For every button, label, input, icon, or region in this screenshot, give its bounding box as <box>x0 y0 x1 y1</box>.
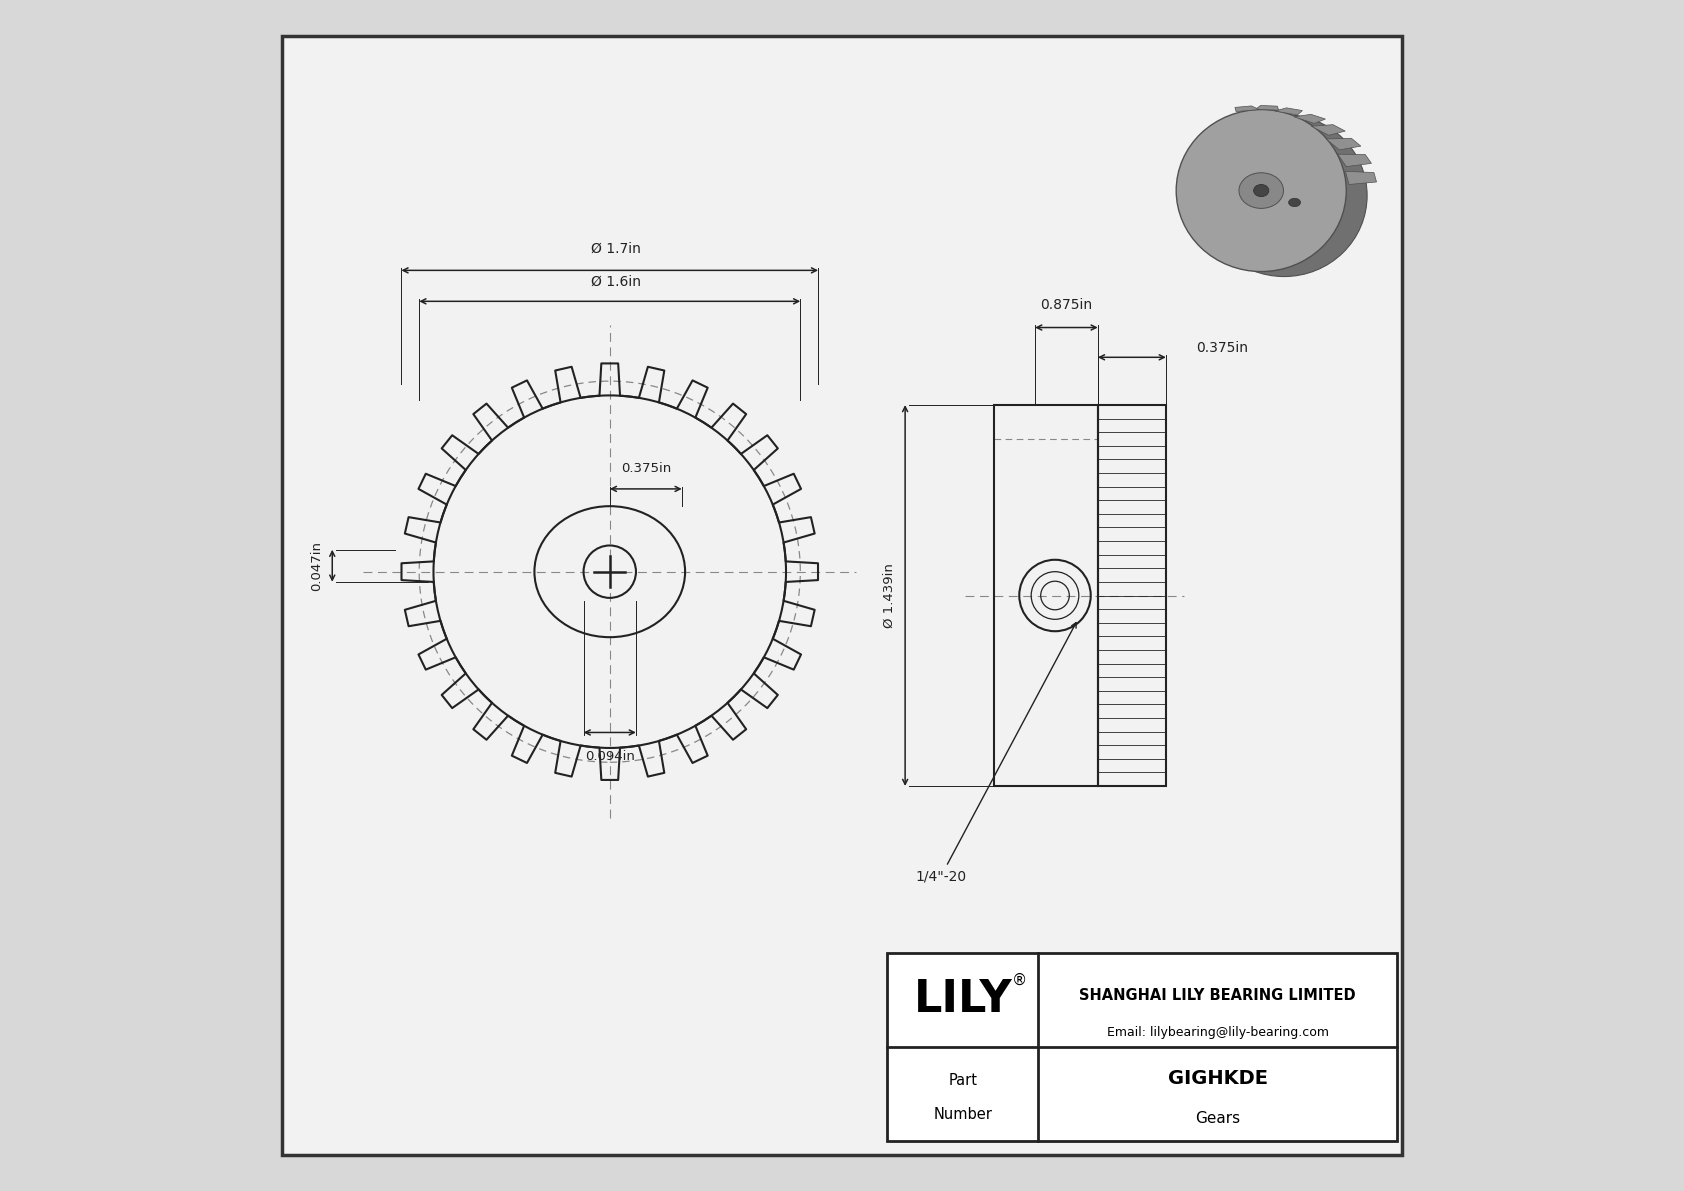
Polygon shape <box>1346 172 1376 185</box>
Polygon shape <box>1293 114 1325 124</box>
Polygon shape <box>1234 106 1260 112</box>
Polygon shape <box>1337 154 1371 167</box>
Text: 0.094in: 0.094in <box>584 750 635 763</box>
Ellipse shape <box>1175 110 1346 272</box>
Bar <box>995 405 1098 786</box>
Ellipse shape <box>1239 173 1283 208</box>
Text: Part: Part <box>948 1073 977 1089</box>
Text: Email: lilybearing@lily-bearing.com: Email: lilybearing@lily-bearing.com <box>1106 1027 1329 1040</box>
Text: 1/4"-20: 1/4"-20 <box>916 623 1076 884</box>
Text: 0.375in: 0.375in <box>621 462 670 474</box>
Text: ®: ® <box>1012 973 1027 989</box>
Text: Ø 1.439in: Ø 1.439in <box>882 563 896 628</box>
Text: 0.375in: 0.375in <box>1196 341 1248 355</box>
Text: Gears: Gears <box>1196 1111 1239 1125</box>
Text: 0.875in: 0.875in <box>1041 298 1093 312</box>
Polygon shape <box>1327 138 1361 150</box>
Text: Ø 1.6in: Ø 1.6in <box>591 274 640 288</box>
Ellipse shape <box>1253 185 1268 197</box>
Text: Ø 1.7in: Ø 1.7in <box>591 242 640 256</box>
Text: 0.047in: 0.047in <box>310 541 323 591</box>
Polygon shape <box>1256 106 1278 111</box>
Text: LILY: LILY <box>913 978 1012 1022</box>
Ellipse shape <box>1288 199 1300 207</box>
Text: SHANGHAI LILY BEARING LIMITED: SHANGHAI LILY BEARING LIMITED <box>1079 987 1356 1003</box>
Polygon shape <box>1312 125 1346 136</box>
Ellipse shape <box>1201 114 1367 276</box>
Bar <box>887 953 1398 1141</box>
Bar <box>1098 405 1165 786</box>
Text: GIGHKDE: GIGHKDE <box>1167 1070 1268 1089</box>
Text: Number: Number <box>933 1108 992 1122</box>
Polygon shape <box>1275 108 1302 114</box>
